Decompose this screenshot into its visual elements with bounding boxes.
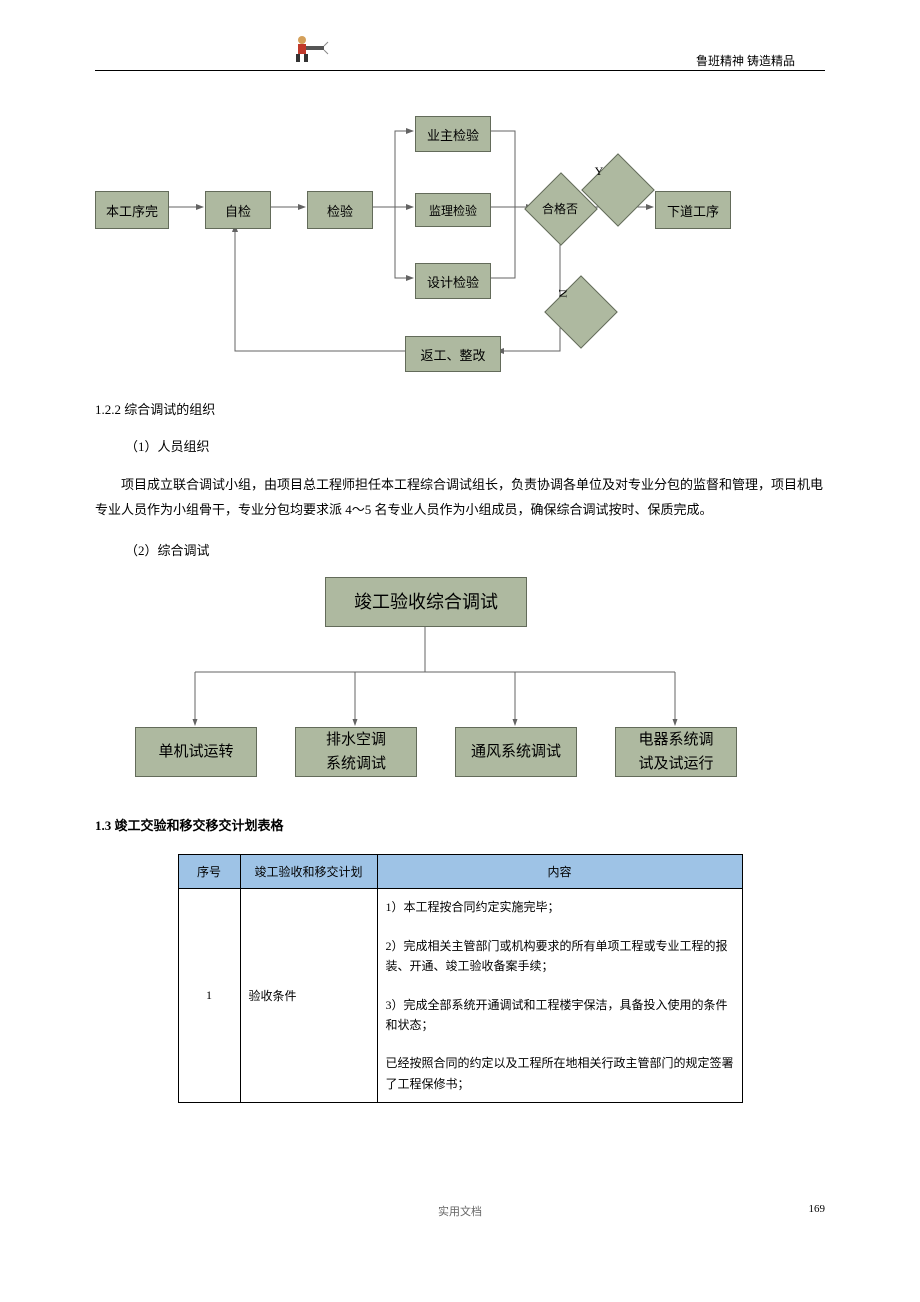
page-header: 鲁班精神 铸造精品 bbox=[95, 40, 825, 71]
table-row: 1 验收条件 1）本工程按合同约定实施完毕； 2）完成相关主管部门或机构要求的所… bbox=[178, 889, 742, 1103]
section-1-2-2-heading: 1.2.2 综合调试的组织 bbox=[95, 399, 825, 418]
th-content: 内容 bbox=[377, 855, 742, 889]
subsection-1: （1）人员组织 bbox=[125, 436, 825, 455]
fc-box-owner: 业主检验 bbox=[415, 116, 491, 152]
fc-box-rework: 返工、整改 bbox=[405, 336, 501, 372]
fc-box-inspect: 检验 bbox=[307, 191, 373, 229]
luban-icon bbox=[290, 32, 330, 64]
fc-box-next: 下道工序 bbox=[655, 191, 731, 229]
fc-box-supervisor: 监理检验 bbox=[415, 193, 491, 227]
section-1-3-heading: 1.3 竣工交验和移交移交计划表格 bbox=[95, 815, 825, 834]
fc-box-design: 设计检验 bbox=[415, 263, 491, 299]
fc-label-y-box: Y bbox=[582, 154, 616, 188]
subsection-2: （2）综合调试 bbox=[125, 540, 825, 559]
fc-label-n-box: N bbox=[545, 276, 579, 310]
footer-center: 实用文档 bbox=[95, 1203, 825, 1219]
th-no: 序号 bbox=[178, 855, 240, 889]
header-motto: 鲁班精神 铸造精品 bbox=[696, 52, 795, 69]
tree-child-3: 电器系统调 试及试运行 bbox=[615, 727, 737, 777]
cell-content: 1）本工程按合同约定实施完毕； 2）完成相关主管部门或机构要求的所有单项工程或专… bbox=[377, 889, 742, 1103]
commissioning-tree: 竣工验收综合调试 单机试运转 排水空调 系统调试 通风系统调试 电器系统调 试及… bbox=[95, 577, 825, 797]
cell-plan: 验收条件 bbox=[240, 889, 377, 1103]
tree-child-1: 排水空调 系统调试 bbox=[295, 727, 417, 777]
para-personnel: 项目成立联合调试小组，由项目总工程师担任本工程综合调试组长，负责协调各单位及对专… bbox=[95, 473, 825, 522]
tree-root: 竣工验收综合调试 bbox=[325, 577, 527, 627]
footer-page-number: 169 bbox=[809, 1203, 826, 1215]
inspection-flowchart: 本工序完 自检 检验 业主检验 监理检验 设计检验 合格否 下道工序 返工、整改… bbox=[95, 81, 825, 381]
handover-table: 序号 竣工验收和移交计划 内容 1 验收条件 1）本工程按合同约定实施完毕； 2… bbox=[178, 854, 743, 1103]
fc-box-selfcheck: 自检 bbox=[205, 191, 271, 229]
tree-child-2: 通风系统调试 bbox=[455, 727, 577, 777]
cell-no: 1 bbox=[178, 889, 240, 1103]
fc-box-start: 本工序完 bbox=[95, 191, 169, 229]
page-footer: 实用文档 169 bbox=[95, 1203, 825, 1223]
th-plan: 竣工验收和移交计划 bbox=[240, 855, 377, 889]
tree-child-0: 单机试运转 bbox=[135, 727, 257, 777]
